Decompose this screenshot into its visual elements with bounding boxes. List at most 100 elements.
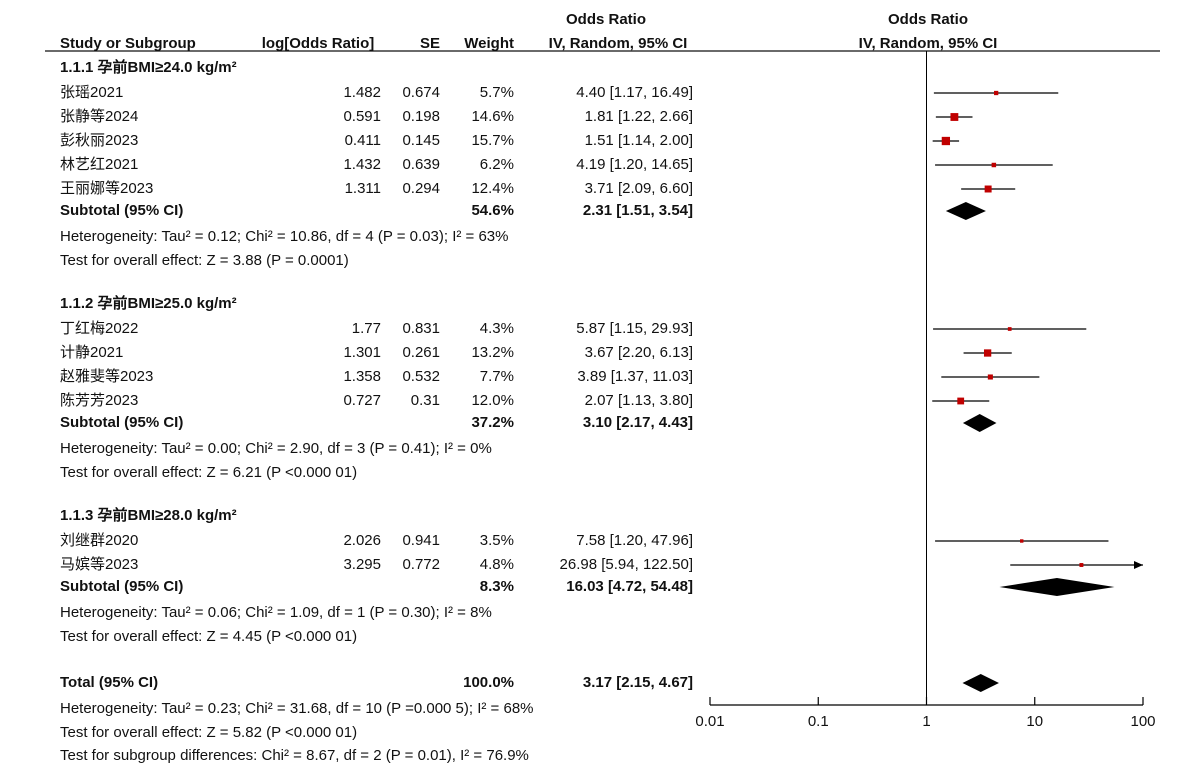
summary-name: Subtotal (95% CI) — [60, 202, 183, 219]
weight: 12.4% — [471, 180, 514, 197]
summary-name: Subtotal (95% CI) — [60, 414, 183, 431]
study-name: 张瑶2021 — [60, 84, 123, 101]
study-name: 彭秋丽2023 — [60, 132, 138, 149]
ci-label: 4.40 [1.17, 16.49] — [576, 84, 693, 101]
x-tick-label: 0.1 — [808, 713, 829, 730]
study-marker — [983, 349, 992, 357]
weight: 7.7% — [480, 368, 514, 385]
study-marker — [957, 397, 965, 405]
x-tick-label: 0.01 — [695, 713, 724, 730]
group-title: 1.1.3 孕前BMI≥28.0 kg/m² — [60, 506, 237, 524]
se: 0.772 — [402, 556, 440, 573]
log-or: 1.432 — [343, 156, 381, 173]
summary-diamond — [945, 202, 986, 220]
overall-effect: Test for overall effect: Z = 6.21 (P <0.… — [60, 464, 357, 481]
heterogeneity: Heterogeneity: Tau² = 0.06; Chi² = 1.09,… — [60, 604, 492, 621]
study-marker — [1020, 539, 1024, 543]
se: 0.639 — [402, 156, 440, 173]
weight: 15.7% — [471, 132, 514, 149]
se: 0.261 — [402, 344, 440, 361]
weight: 5.7% — [480, 84, 514, 101]
header: Odds Ratio — [888, 11, 968, 28]
log-or: 1.77 — [352, 320, 381, 337]
log-or: 0.411 — [345, 132, 381, 149]
ci-label: 3.67 [2.20, 6.13] — [585, 344, 693, 361]
log-or: 1.311 — [345, 180, 381, 197]
ci-label: 26.98 [5.94, 122.50] — [560, 556, 693, 573]
overall-effect: Test for overall effect: Z = 4.45 (P <0.… — [60, 628, 357, 645]
ci-label: 5.87 [1.15, 29.93] — [576, 320, 693, 337]
header: Study or Subgroup — [60, 35, 196, 52]
overall-effect: Test for overall effect: Z = 3.88 (P = 0… — [60, 252, 349, 269]
group-title: 1.1.1 孕前BMI≥24.0 kg/m² — [60, 58, 237, 76]
header: Weight — [464, 35, 514, 52]
weight: 12.0% — [471, 392, 514, 409]
summary-ci: 16.03 [4.72, 54.48] — [566, 578, 693, 595]
x-tick-label: 100 — [1130, 713, 1155, 730]
study-marker — [941, 136, 951, 146]
se: 0.532 — [402, 368, 440, 385]
log-or: 3.295 — [343, 556, 381, 573]
study-name: 张静等2024 — [60, 107, 138, 125]
summary-diamond — [999, 578, 1115, 596]
weight: 14.6% — [471, 108, 514, 125]
log-or: 1.358 — [343, 368, 381, 385]
summary-diamond — [962, 414, 997, 432]
ci-label: 3.71 [2.09, 6.60] — [585, 180, 693, 197]
weight: 4.8% — [480, 556, 514, 573]
header: IV, Random, 95% CI — [549, 35, 688, 52]
summary-name: Total (95% CI) — [60, 674, 158, 691]
log-or: 1.301 — [343, 344, 381, 361]
group-title: 1.1.2 孕前BMI≥25.0 kg/m² — [60, 294, 237, 312]
x-tick-label: 1 — [922, 713, 930, 730]
subgroup-differences: Test for subgroup differences: Chi² = 8.… — [60, 747, 529, 764]
study-name: 计静2021 — [60, 344, 123, 361]
se: 0.31 — [411, 392, 440, 409]
header: Odds Ratio — [566, 11, 646, 28]
header: SE — [420, 35, 440, 52]
header: IV, Random, 95% CI — [859, 35, 998, 52]
log-or: 0.591 — [343, 108, 381, 125]
log-or: 1.482 — [343, 84, 381, 101]
study-name: 林艺红2021 — [60, 156, 138, 173]
weight: 13.2% — [471, 344, 514, 361]
ci-label: 3.89 [1.37, 11.03] — [577, 368, 693, 385]
summary-diamond — [962, 674, 999, 692]
study-marker — [1007, 327, 1012, 331]
study-marker — [984, 185, 992, 193]
ci-label: 4.19 [1.20, 14.65] — [576, 156, 693, 173]
study-marker — [950, 113, 959, 121]
study-marker — [994, 90, 999, 96]
study-marker — [987, 374, 993, 380]
ci-arrow — [1134, 561, 1143, 569]
study-name: 赵雅斐等2023 — [60, 367, 153, 385]
study-name: 刘继群2020 — [60, 532, 138, 549]
ci-label: 1.81 [1.22, 2.66] — [585, 108, 693, 125]
x-tick-label: 10 — [1026, 713, 1043, 730]
study-marker — [1079, 563, 1084, 567]
se: 0.674 — [402, 84, 440, 101]
se: 0.198 — [402, 108, 440, 125]
log-or: 0.727 — [343, 392, 381, 409]
se: 0.145 — [402, 132, 440, 149]
summary-ci: 2.31 [1.51, 3.54] — [583, 202, 693, 219]
summary-weight: 37.2% — [471, 414, 514, 431]
summary-ci: 3.10 [2.17, 4.43] — [583, 414, 693, 431]
study-name: 王丽娜等2023 — [60, 179, 153, 197]
se: 0.294 — [402, 180, 440, 197]
weight: 6.2% — [480, 156, 514, 173]
se: 0.831 — [402, 320, 440, 337]
ci-label: 1.51 [1.14, 2.00] — [585, 132, 693, 149]
header: log[Odds Ratio] — [262, 35, 375, 52]
log-or: 2.026 — [343, 532, 381, 549]
se: 0.941 — [402, 532, 440, 549]
study-name: 陈芳芳2023 — [60, 391, 138, 409]
ci-label: 2.07 [1.13, 3.80] — [585, 392, 693, 409]
ci-label: 7.58 [1.20, 47.96] — [576, 532, 693, 549]
summary-weight: 8.3% — [480, 578, 514, 595]
summary-ci: 3.17 [2.15, 4.67] — [583, 674, 693, 691]
heterogeneity: Heterogeneity: Tau² = 0.00; Chi² = 2.90,… — [60, 440, 492, 457]
heterogeneity: Heterogeneity: Tau² = 0.12; Chi² = 10.86… — [60, 228, 508, 245]
